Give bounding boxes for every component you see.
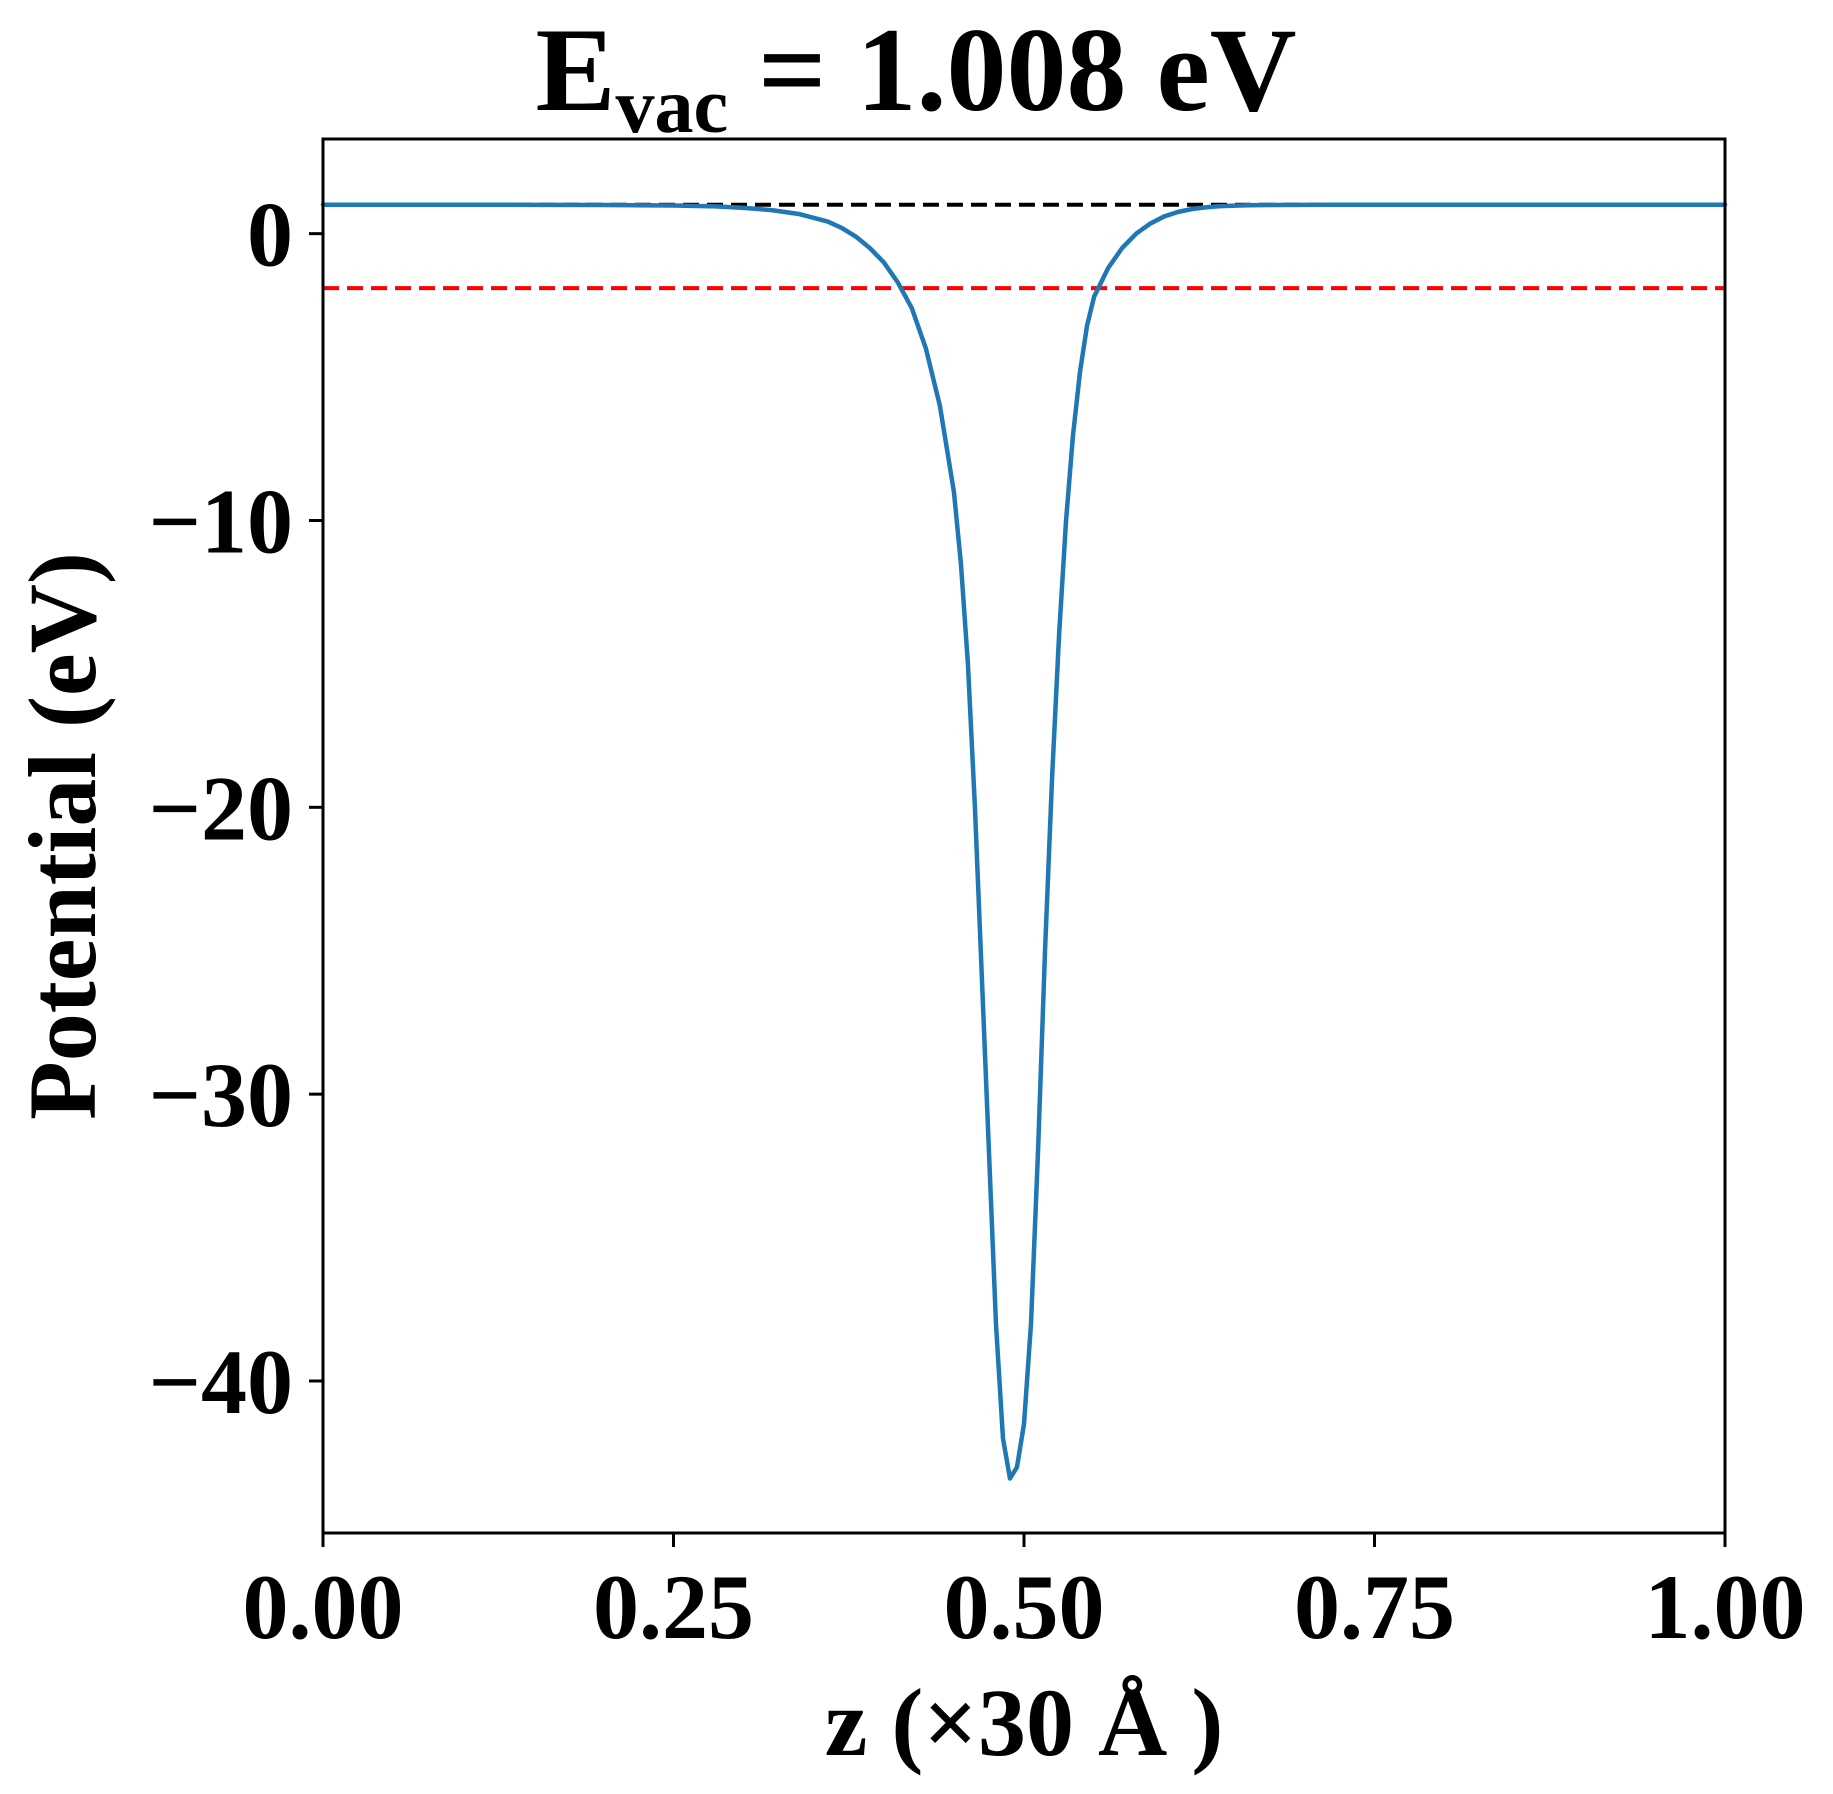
y-tick-label: −10 — [149, 470, 293, 572]
y-axis-label: Potential (eV) — [9, 552, 116, 1120]
x-axis-label: z (×30 Å ) — [825, 1669, 1224, 1776]
x-tick-label: 0.25 — [593, 1556, 754, 1658]
y-tick-label: −40 — [149, 1331, 293, 1433]
y-tick-label: −30 — [149, 1044, 293, 1146]
title-subscript: vac — [616, 62, 729, 149]
x-tick-label: 1.00 — [1645, 1556, 1806, 1658]
title-main: E — [536, 3, 616, 136]
x-axis: 0.00 0.25 0.50 0.75 1.00 — [243, 1533, 1806, 1658]
y-tick-label: −20 — [149, 757, 293, 859]
plot-frame — [321, 137, 1727, 1535]
chart-title: Evac = 1.008 eV — [536, 3, 1297, 149]
series-line-0 — [320, 202, 1728, 1481]
y-tick-label: 0 — [247, 184, 293, 286]
x-tick-label: 0.00 — [243, 1556, 404, 1658]
title-rest: = 1.008 eV — [728, 3, 1296, 136]
x-tick-label: 0.75 — [1294, 1556, 1455, 1658]
plot-area — [320, 202, 1728, 1481]
y-axis: 0 −10 −20 −30 −40 — [149, 184, 323, 1433]
x-tick-label: 0.50 — [944, 1556, 1105, 1658]
